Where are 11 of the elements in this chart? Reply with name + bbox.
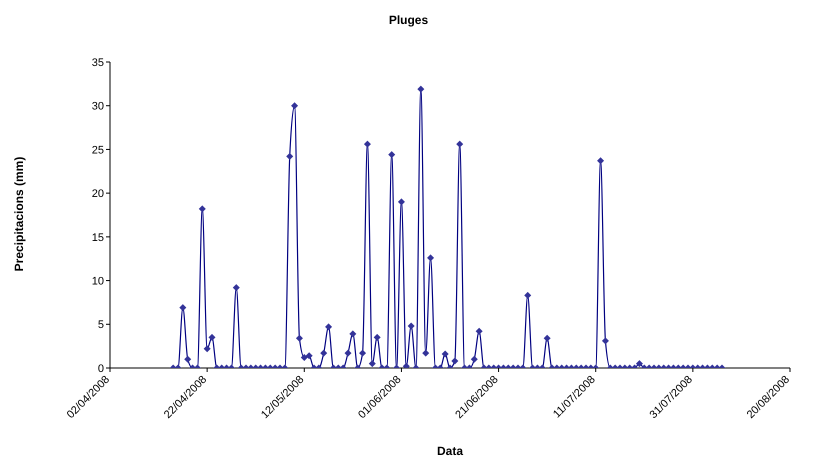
chart-title: Pluges — [388, 13, 430, 27]
y-tick-label: 35 — [92, 56, 104, 69]
y-tick-label: 20 — [92, 188, 104, 200]
y-tick-label: 10 — [92, 275, 104, 288]
y-axis-title: Precipitacions (mm) — [12, 156, 26, 274]
y-tick-label: 15 — [92, 232, 104, 244]
y-tick-label: 30 — [92, 100, 104, 113]
y-tick-label: 25 — [92, 144, 104, 156]
y-tick-label: 0 — [98, 362, 104, 375]
x-axis-title: Data — [436, 444, 464, 458]
y-tick-label: 5 — [98, 319, 104, 332]
